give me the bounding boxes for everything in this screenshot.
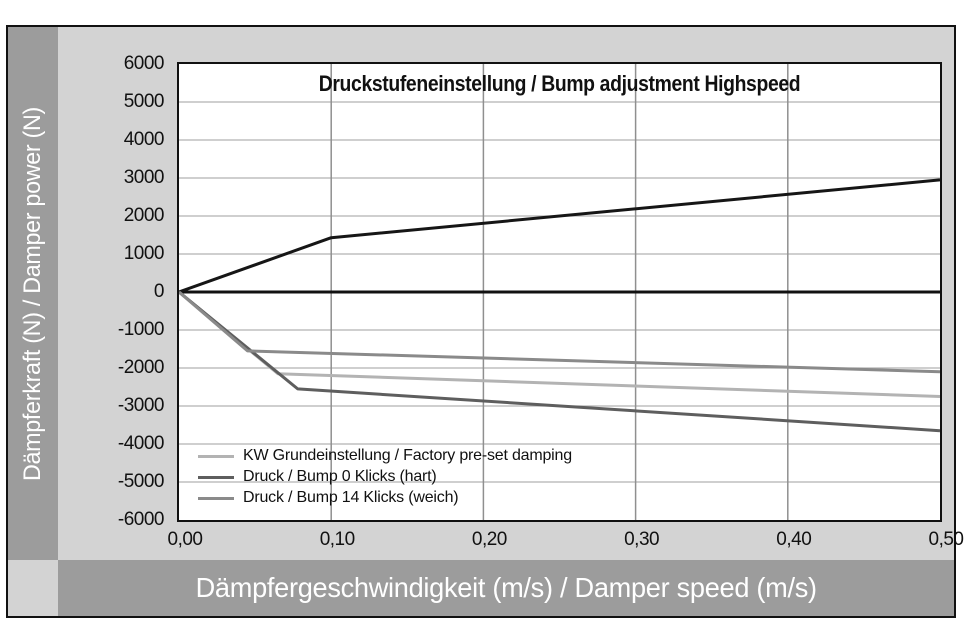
legend-row: Druck / Bump 0 Klicks (hart) bbox=[198, 468, 572, 485]
x-tick-label: 0,00 bbox=[167, 529, 203, 550]
chart-title: Druckstufeneinstellung / Bump adjustment… bbox=[318, 71, 801, 96]
corner-square bbox=[8, 560, 58, 616]
plot-area: Druckstufeneinstellung / Bump adjustment… bbox=[177, 62, 942, 522]
y-tick-label: 3000 bbox=[123, 167, 165, 188]
legend-label: KW Grundeinstellung / Factory pre-set da… bbox=[243, 447, 572, 464]
x-tick-label: 0,30 bbox=[624, 529, 660, 550]
y-tick-label: 4000 bbox=[123, 129, 165, 150]
legend-row: Druck / Bump 14 Klicks (weich) bbox=[198, 489, 572, 506]
y-tick-label: -2000 bbox=[117, 357, 165, 378]
series-line bbox=[179, 178, 940, 294]
y-axis-band: Dämpferkraft (N) / Damper power (N) bbox=[8, 27, 58, 560]
legend-row: KW Grundeinstellung / Factory pre-set da… bbox=[198, 447, 572, 464]
legend-label: Druck / Bump 0 Klicks (hart) bbox=[243, 468, 437, 485]
y-tick-label: -3000 bbox=[117, 395, 165, 416]
series-line bbox=[179, 290, 940, 374]
y-tick-label: -5000 bbox=[117, 471, 165, 492]
legend-swatch bbox=[198, 454, 234, 458]
legend-label: Druck / Bump 14 Klicks (weich) bbox=[243, 489, 459, 506]
x-axis-band: Dämpfergeschwindigkeit (m/s) / Damper sp… bbox=[58, 560, 954, 616]
y-tick-label: -4000 bbox=[117, 433, 165, 454]
x-tick-label: 0,10 bbox=[319, 529, 355, 550]
chart-svg bbox=[179, 64, 940, 520]
y-tick-label: 1000 bbox=[123, 243, 165, 264]
legend: KW Grundeinstellung / Factory pre-set da… bbox=[198, 447, 572, 506]
y-tick-label: -1000 bbox=[117, 319, 165, 340]
y-tick-label: 6000 bbox=[123, 53, 165, 74]
y-tick-label: 0 bbox=[153, 281, 165, 302]
x-axis-title: Dämpfergeschwindigkeit (m/s) / Damper sp… bbox=[195, 572, 817, 603]
x-tick-label: 0,20 bbox=[471, 529, 507, 550]
y-tick-label: 5000 bbox=[123, 91, 165, 112]
x-tick-label: 0,50 bbox=[928, 529, 964, 550]
x-tick-label: 0,40 bbox=[776, 529, 812, 550]
chart-frame: Dämpferkraft (N) / Damper power (N) Dämp… bbox=[6, 25, 964, 618]
legend-swatch bbox=[198, 475, 234, 479]
y-tick-label: 2000 bbox=[123, 205, 165, 226]
series-line bbox=[179, 290, 940, 398]
legend-swatch bbox=[198, 496, 234, 500]
y-tick-label: -6000 bbox=[117, 509, 165, 530]
